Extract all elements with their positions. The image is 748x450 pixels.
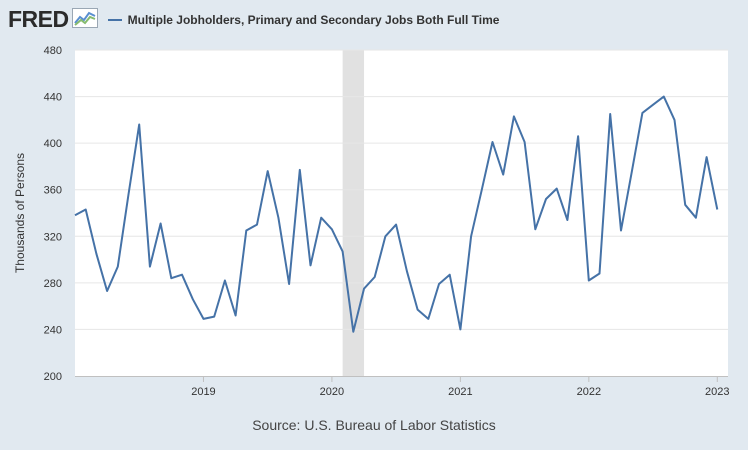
fred-logo[interactable]: FRED: [8, 5, 69, 32]
y-tick-label: 200: [44, 371, 62, 383]
y-axis-label: Thousands of Persons: [13, 153, 27, 273]
x-tick-label: 2021: [448, 386, 472, 398]
legend-label: Multiple Jobholders, Primary and Seconda…: [127, 13, 500, 27]
x-tick-label: 2020: [320, 386, 344, 398]
y-tick-label: 280: [44, 278, 62, 290]
x-tick-label: 2019: [191, 386, 215, 398]
y-tick-label: 400: [44, 138, 62, 150]
y-tick-label: 320: [44, 231, 62, 243]
y-tick-label: 360: [44, 185, 62, 197]
source-note: Source: U.S. Bureau of Labor Statistics: [252, 417, 496, 433]
x-tick-label: 2022: [577, 386, 601, 398]
chart: 200 240 280 320 360 400 440 480 2019 2020 2021 202…: [13, 45, 730, 398]
header: FRED Multiple Jobholders, Primary and Se…: [8, 6, 499, 32]
legend: Multiple Jobholders, Primary and Seconda…: [107, 13, 500, 27]
plot-area: [75, 50, 728, 376]
y-axis-ticks: 200 240 280 320 360 400 440 480: [44, 45, 62, 383]
grid-layer: [75, 49, 728, 377]
x-tick-label: 2023: [705, 386, 729, 398]
y-tick-label: 440: [44, 92, 62, 104]
y-tick-label: 240: [44, 324, 62, 336]
x-axis-ticks: 2019 2020 2021 2022 2023: [191, 376, 730, 398]
series-line: [74, 95, 719, 333]
legend-swatch: [107, 19, 122, 21]
y-tick-label: 480: [44, 45, 62, 57]
fred-chart-logo-icon[interactable]: [71, 7, 98, 33]
series-layer: [74, 95, 719, 333]
